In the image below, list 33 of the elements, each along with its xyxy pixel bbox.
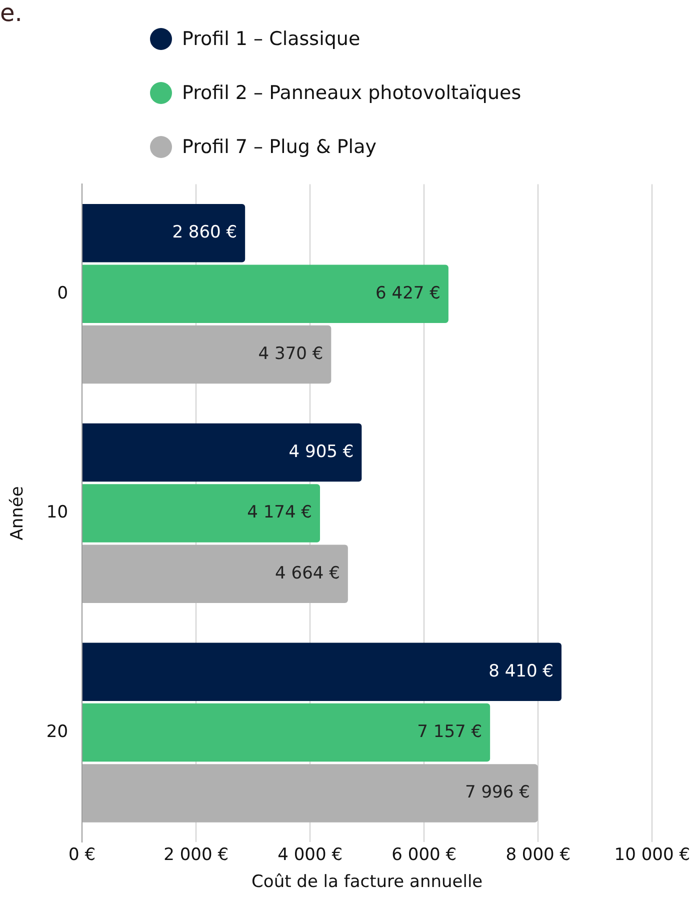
y-tick-label: 20	[46, 722, 68, 742]
data-label: 4 174 €	[247, 502, 312, 523]
data-label: 7 996 €	[465, 782, 530, 803]
text: e.	[0, 0, 22, 27]
bar	[82, 544, 348, 604]
bar	[82, 423, 362, 482]
bar	[82, 204, 246, 262]
x-tick-label: 8 000 €	[506, 844, 571, 865]
bar	[82, 642, 562, 701]
data-label: 2 860 €	[172, 222, 238, 243]
data-label: 7 157 €	[417, 722, 482, 742]
x-tick-label: 0 €	[68, 844, 96, 865]
x-tick-label: 10 000 €	[614, 844, 690, 865]
x-tick-label: 6 000 €	[392, 844, 457, 865]
data-label: 6 427 €	[376, 283, 440, 304]
bar	[82, 703, 490, 762]
data-label: 4 370 €	[258, 344, 324, 364]
data-label: 8 410 €	[488, 661, 554, 682]
legend-label: Profil 2 – Panneaux photovoltaïques	[182, 82, 522, 104]
bar	[82, 264, 448, 323]
y-tick-label: 10	[46, 502, 68, 523]
data-label: 4 664 €	[275, 563, 340, 584]
bar	[82, 764, 538, 822]
legend-label: Profil 7 – Plug & Play	[182, 136, 376, 158]
bar	[82, 325, 332, 384]
bar	[82, 484, 320, 542]
x-tick-label: 2 000 €	[164, 844, 228, 865]
y-tick-label: 0	[57, 283, 68, 304]
data-label: 4 905 €	[288, 442, 354, 462]
x-axis-title: Coût de la facture annuelle	[252, 872, 483, 892]
y-axis-title: Année	[8, 486, 28, 540]
x-tick-label: 4 000 €	[278, 844, 343, 865]
legend-label: Profil 1 – Classique	[182, 28, 360, 50]
